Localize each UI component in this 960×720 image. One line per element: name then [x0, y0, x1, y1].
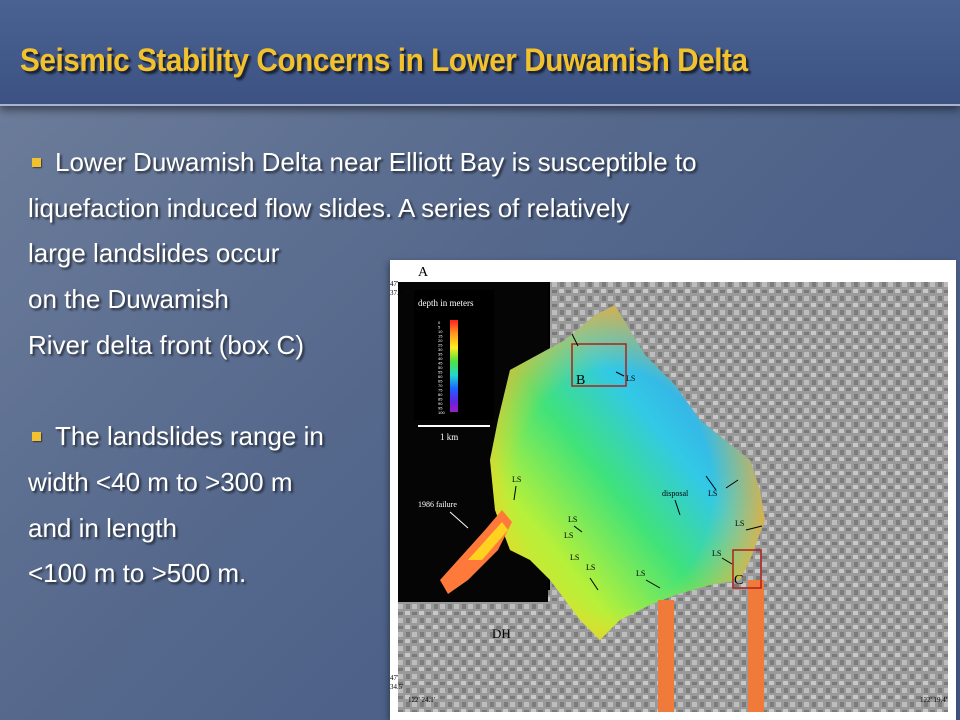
legend-tick-label: 45: [438, 361, 443, 366]
legend-color-bar: [450, 320, 458, 412]
latitude-top-minutes: 37.7': [390, 289, 404, 297]
latitude-top-degrees: 47': [390, 280, 398, 288]
disposal-arrow: [674, 499, 681, 516]
legend-tick-label: 65: [438, 379, 443, 384]
panel-letter: A: [418, 265, 429, 280]
text-line: liquefaction induced flow slides. A seri…: [28, 192, 630, 223]
landslide-label: LS: [735, 519, 744, 528]
longitude-left: 122' 24.1': [408, 696, 435, 704]
text-line: width <40 m to >300 m: [28, 466, 293, 497]
legend-tick-label: 25: [438, 343, 443, 348]
landslide-label: LS: [570, 553, 579, 562]
legend-tick-label: 70: [438, 383, 443, 388]
delta-shallow-edge: [490, 305, 765, 640]
legend-tick-label: 90: [438, 401, 443, 406]
legend-tick-label: 15: [438, 334, 443, 339]
text-line-content: The landslides range in: [55, 421, 324, 452]
text-line: on the Duwamish: [28, 284, 229, 315]
failure-arrow: [449, 511, 469, 529]
title-bar: Seismic Stability Concerns in Lower Duwa…: [0, 0, 960, 106]
text-line-content: Lower Duwamish Delta near Elliott Bay is…: [55, 147, 697, 177]
latitude-bottom-minutes: 34.5': [390, 683, 404, 691]
landslide-label: LS: [636, 569, 645, 578]
bullet-square-icon: [32, 157, 41, 167]
slide-body: Lower Duwamish Delta near Elliott Bay is…: [28, 140, 888, 597]
failure-label: 1986 failure: [418, 500, 457, 509]
legend-tick-label: 60: [438, 374, 443, 379]
latitude-bottom-degrees: 47': [390, 674, 398, 682]
text-line: River delta front (box C): [28, 329, 304, 360]
text-line: large landslides occur: [28, 238, 280, 269]
map-svg: depth in meters 051015202530354045505560…: [390, 265, 948, 712]
text-line: and in length: [28, 512, 177, 543]
legend-ticks: 0510152025303540455055606570758085909510…: [438, 320, 445, 415]
disposal-label: disposal: [662, 489, 689, 498]
legend-tick-label: 10: [438, 329, 443, 334]
duwamish-east-waterway: [748, 580, 764, 712]
text-line: Lower Duwamish Delta near Elliott Bay is…: [28, 140, 888, 186]
landslide-label: LS: [626, 374, 635, 383]
landslide-label: LS: [586, 563, 595, 572]
landslide-label: LS: [568, 515, 577, 524]
slide-title: Seismic Stability Concerns in Lower Duwa…: [20, 42, 748, 78]
legend-tick-label: 30: [438, 347, 443, 352]
legend-tick-label: 75: [438, 388, 443, 393]
bullet-square-icon: [32, 431, 41, 441]
legend-tick-label: 5: [438, 325, 441, 330]
landslide-label: LS: [712, 549, 721, 558]
legend-tick-label: 0: [438, 320, 441, 325]
text-line: The landslides range in: [28, 414, 888, 460]
box-c: [732, 549, 762, 589]
area-label-dh: DH: [492, 626, 511, 641]
box-c-label: C: [734, 573, 743, 588]
legend-title: depth in meters: [418, 298, 474, 308]
box-b-label: B: [576, 373, 585, 388]
legend-tick-label: 35: [438, 352, 443, 357]
box-b: [571, 343, 627, 387]
landslide-label: LS: [512, 475, 521, 484]
legend-tick-label: 40: [438, 356, 443, 361]
legend-tick-label: 80: [438, 392, 443, 397]
duwamish-west-waterway: [658, 600, 674, 712]
longitude-right: 122' 19.4': [920, 696, 947, 704]
text-line: <100 m to >500 m.: [28, 558, 247, 589]
landslide-label: LS: [708, 489, 717, 498]
failure-tongue-inner: [468, 522, 508, 560]
bathymetry-map: depth in meters 0 5 10 15 20 25 30 35 40 45 50 55 60…: [390, 260, 956, 720]
legend-tick-label: 95: [438, 406, 443, 411]
legend-tick-label: 50: [438, 365, 443, 370]
legend-tick-label: 20: [438, 338, 443, 343]
legend-tick-label: 100: [438, 410, 445, 415]
legend-tick-label: 55: [438, 370, 443, 375]
scale-label: 1 km: [440, 432, 458, 442]
landslide-label: LS: [564, 531, 573, 540]
landslide-arrows: [513, 333, 763, 591]
legend-tick-label: 85: [438, 397, 443, 402]
